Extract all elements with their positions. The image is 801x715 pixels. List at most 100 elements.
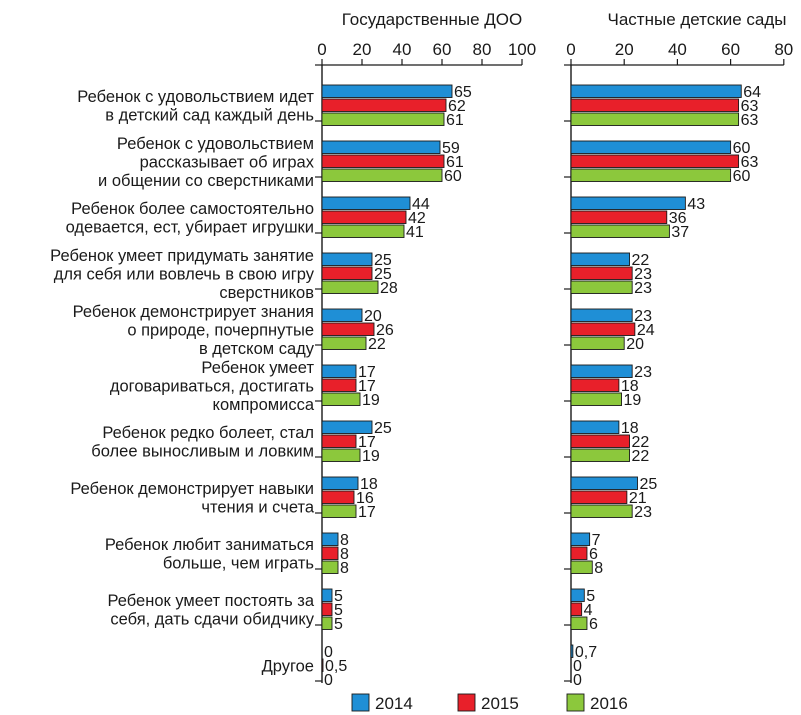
bar-2015 (570, 490, 628, 504)
data-label: 22 (632, 252, 650, 269)
bar-2015 (321, 98, 447, 112)
category-label-line: и общении со сверстниками (98, 172, 314, 190)
data-label: 36 (669, 210, 687, 227)
bar-2015 (570, 98, 740, 112)
data-label: 25 (640, 476, 658, 493)
data-label: 61 (446, 112, 464, 129)
category-label-line: Ребенок с удовольствием (117, 135, 314, 153)
x-tick-label: 40 (393, 40, 412, 59)
category-label-line: Ребенок с удовольствием идет (77, 88, 314, 106)
category-label-line: Другое (262, 657, 314, 675)
bar-2014 (570, 252, 630, 266)
data-label: 26 (376, 322, 394, 339)
category-label-line: Ребенок умеет придумать занятие (50, 247, 314, 265)
bar-2014 (321, 84, 453, 98)
bar-2014 (570, 308, 633, 322)
x-tick-label: 60 (433, 40, 452, 59)
data-label: 4 (584, 602, 593, 619)
x-tick-label: 0 (566, 40, 575, 59)
bar-2014 (321, 140, 441, 154)
data-label: 22 (632, 448, 650, 465)
legend-label: 2016 (590, 694, 628, 713)
bar-2016 (570, 560, 593, 574)
data-label: 62 (448, 98, 466, 115)
data-label: 63 (741, 98, 759, 115)
data-label: 8 (340, 546, 349, 563)
legend-item-2016: 2016 (566, 693, 628, 713)
bar-2015 (570, 266, 633, 280)
data-label: 17 (358, 504, 376, 521)
data-label: 60 (733, 140, 751, 157)
bar-2014 (321, 476, 359, 490)
bar-2014 (570, 364, 633, 378)
bar-2016 (570, 616, 588, 630)
bar-2016 (321, 560, 339, 574)
category-label: Другое (262, 657, 314, 675)
bar-2015 (570, 210, 668, 224)
bar-2014 (321, 364, 357, 378)
bar-2014 (321, 420, 373, 434)
x-tick-label: 100 (508, 40, 536, 59)
data-label: 5 (334, 616, 343, 633)
data-label: 64 (743, 84, 761, 101)
bar-2014 (570, 532, 591, 546)
data-label: 19 (624, 392, 642, 409)
data-label: 8 (594, 560, 603, 577)
bar-2015 (321, 154, 445, 168)
category-label-line: договариваться, достигать (110, 377, 314, 395)
category-label-line: более выносливым и ловким (91, 443, 314, 461)
data-label: 0,7 (575, 644, 597, 661)
bar-2016 (570, 392, 622, 406)
bar-2015 (570, 322, 636, 336)
bar-2014 (321, 308, 363, 322)
category-label-line: в детском саду (199, 340, 315, 358)
x-tick-label: 80 (473, 40, 492, 59)
x-tick-label: 0 (317, 40, 326, 59)
data-label: 25 (374, 420, 392, 437)
data-label: 20 (626, 336, 644, 353)
data-label: 25 (374, 252, 392, 269)
bar-2015 (321, 266, 373, 280)
x-tick-label: 40 (668, 40, 687, 59)
category-label-line: для себя или вовлечь в свою игру (54, 265, 315, 283)
bar-2015 (570, 434, 630, 448)
data-label: 16 (356, 490, 374, 507)
x-tick-label: 20 (615, 40, 634, 59)
category-label-line: больше, чем играть (163, 555, 314, 573)
data-label: 23 (634, 266, 652, 283)
bar-2015 (321, 602, 333, 616)
data-label: 5 (334, 588, 343, 605)
data-label: 5 (586, 588, 595, 605)
data-label: 0,5 (325, 658, 347, 675)
bar-2015 (321, 490, 355, 504)
data-label: 42 (408, 210, 426, 227)
bar-2016 (570, 224, 670, 238)
bar-2016 (321, 504, 357, 518)
bar-2014 (570, 588, 585, 602)
bar-2014 (321, 588, 333, 602)
data-label: 19 (362, 448, 380, 465)
data-label: 6 (589, 616, 598, 633)
data-label: 23 (634, 364, 652, 381)
x-tick-label: 60 (721, 40, 740, 59)
data-label: 61 (446, 154, 464, 171)
bar-2016 (570, 448, 630, 462)
data-label: 21 (629, 490, 647, 507)
bar-2014 (570, 476, 638, 490)
data-label: 63 (741, 112, 759, 129)
bar-2015 (321, 210, 407, 224)
category-label-line: рассказывает об играх (140, 153, 315, 171)
bar-2014 (570, 196, 686, 210)
data-label: 60 (733, 168, 751, 185)
category-label-line: Ребенок редко болеет, стал (102, 424, 314, 442)
data-label: 22 (632, 434, 650, 451)
